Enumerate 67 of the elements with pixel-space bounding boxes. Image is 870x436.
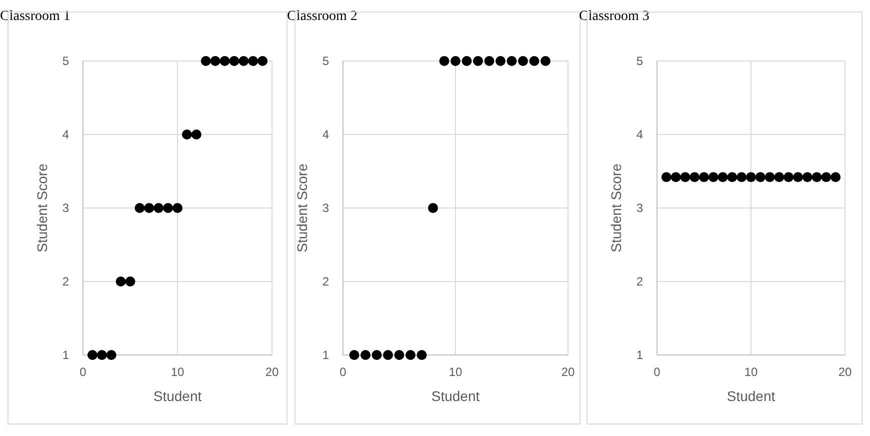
y-tick-label: 4 <box>322 128 330 142</box>
y-tick-label: 5 <box>62 54 70 68</box>
point <box>258 56 268 66</box>
point <box>87 350 98 360</box>
point <box>154 203 164 213</box>
x-tick-label: 0 <box>340 365 347 379</box>
point <box>372 350 382 360</box>
y-tick-label: 3 <box>62 201 70 215</box>
point <box>518 56 528 66</box>
x-tick-label: 20 <box>838 365 852 379</box>
y-axis-title: Student Score <box>34 163 50 252</box>
point <box>182 130 192 140</box>
y-axis-title: Student Score <box>608 163 624 252</box>
y-axis-title: Student Score <box>294 163 310 252</box>
x-tick-label: 10 <box>170 365 184 379</box>
y-tick-label: 2 <box>62 274 70 288</box>
y-tick-label: 4 <box>62 128 70 142</box>
y-tick-label: 4 <box>636 128 644 142</box>
point <box>496 56 506 66</box>
x-axis-title: Student <box>431 388 480 404</box>
y-tick-label: 2 <box>636 274 644 288</box>
y-tick-label: 1 <box>62 348 70 362</box>
point <box>172 203 182 213</box>
y-tick-label: 1 <box>636 348 644 362</box>
point <box>383 350 393 360</box>
x-tick-label: 10 <box>744 365 758 379</box>
point <box>406 350 416 360</box>
x-tick-label: 0 <box>80 365 87 379</box>
y-tick-label: 5 <box>636 54 644 68</box>
point <box>210 56 220 66</box>
point <box>416 350 427 360</box>
y-tick-label: 1 <box>322 348 330 362</box>
point <box>134 203 145 213</box>
point <box>439 56 450 66</box>
point <box>360 350 370 360</box>
x-axis-title: Student <box>726 388 776 404</box>
point <box>473 56 483 66</box>
point <box>484 56 494 66</box>
point <box>540 56 550 66</box>
point <box>506 56 517 66</box>
point <box>349 350 360 360</box>
point <box>116 276 126 286</box>
point <box>144 203 154 213</box>
y-tick-label: 3 <box>636 201 644 215</box>
point <box>106 350 116 360</box>
point <box>229 56 240 66</box>
point <box>125 276 136 286</box>
point <box>163 203 174 213</box>
x-tick-label: 10 <box>448 365 462 379</box>
x-axis-title: Student <box>153 388 202 404</box>
y-tick-label: 2 <box>322 274 330 288</box>
point <box>96 350 107 360</box>
point <box>200 56 211 66</box>
point <box>220 56 230 66</box>
point <box>529 56 540 66</box>
point <box>238 56 249 66</box>
point <box>248 56 258 66</box>
point <box>394 350 404 360</box>
point <box>450 56 460 66</box>
point <box>428 203 438 213</box>
x-tick-label: 20 <box>561 365 575 379</box>
x-tick-label: 20 <box>265 365 279 379</box>
y-tick-label: 3 <box>322 201 330 215</box>
point <box>191 130 202 140</box>
point <box>462 56 472 66</box>
x-tick-label: 0 <box>654 365 661 379</box>
y-tick-label: 5 <box>322 54 330 68</box>
